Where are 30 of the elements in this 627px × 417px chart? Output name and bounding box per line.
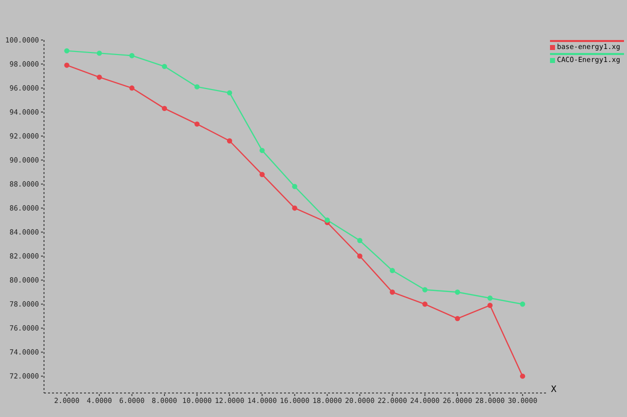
point bbox=[422, 302, 428, 307]
point bbox=[292, 184, 298, 190]
point bbox=[454, 316, 460, 322]
point bbox=[194, 84, 200, 90]
point bbox=[96, 74, 102, 80]
point bbox=[292, 205, 298, 211]
point bbox=[357, 254, 362, 259]
point bbox=[454, 290, 460, 295]
point bbox=[487, 296, 493, 301]
point bbox=[520, 374, 526, 379]
point bbox=[194, 121, 200, 127]
point bbox=[162, 64, 168, 70]
x-axis-title: X bbox=[551, 385, 556, 395]
point bbox=[487, 302, 493, 308]
point bbox=[64, 62, 70, 68]
point bbox=[324, 218, 330, 223]
point bbox=[129, 85, 135, 91]
point bbox=[96, 50, 102, 56]
point bbox=[260, 172, 265, 178]
point bbox=[357, 238, 362, 244]
point bbox=[422, 287, 428, 292]
point bbox=[226, 138, 232, 144]
point bbox=[260, 148, 265, 154]
point bbox=[390, 268, 395, 274]
point bbox=[390, 290, 395, 295]
point bbox=[226, 90, 232, 96]
point bbox=[129, 53, 135, 58]
point bbox=[162, 106, 168, 112]
point bbox=[64, 48, 70, 54]
point bbox=[520, 302, 526, 307]
